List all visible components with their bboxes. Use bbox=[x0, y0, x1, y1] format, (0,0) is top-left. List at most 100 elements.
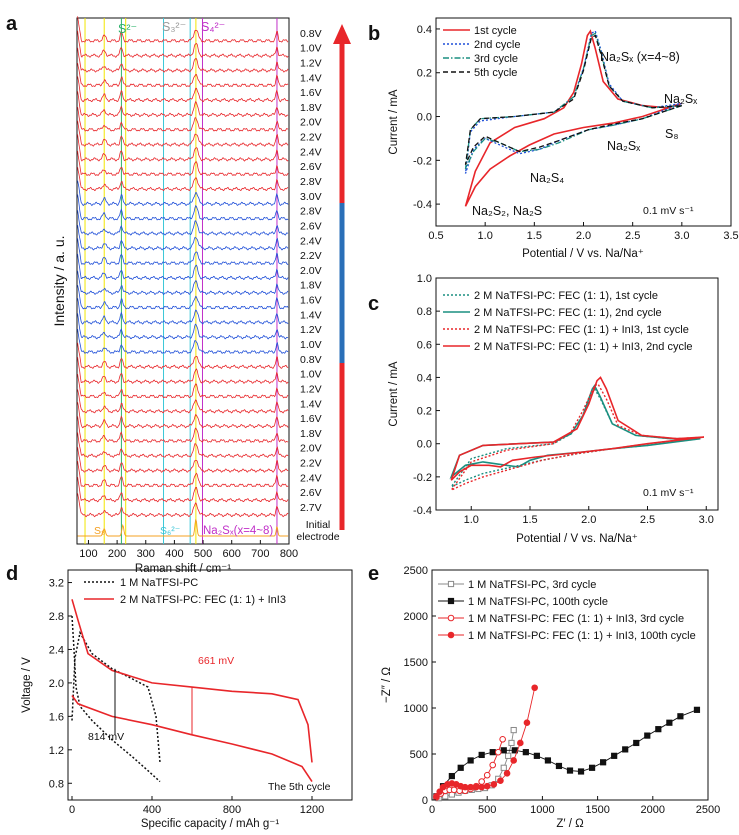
initial-label-2: electrode bbox=[296, 531, 339, 543]
annot-b-s8: S₈ bbox=[665, 127, 679, 141]
panel-c-frame bbox=[435, 277, 719, 511]
voltage-label: 1.4V bbox=[300, 72, 322, 84]
panel-b-curves bbox=[464, 29, 683, 207]
panel-a-xlabel: Raman shift / cm⁻¹ bbox=[135, 563, 231, 575]
legend-label: 2 M NaTFSI-PC: FEC (1: 1) + InI3 bbox=[120, 594, 286, 606]
raman-spectrum bbox=[77, 493, 289, 518]
legend-label: 2 M NaTFSI-PC: FEC (1: 1) + InI3, 1st cy… bbox=[474, 324, 689, 336]
panel-e-xlabel: Z′ / Ω bbox=[556, 818, 584, 830]
panel-d-y-tick-label: 2.0 bbox=[49, 678, 64, 690]
raman-spectrum bbox=[77, 253, 289, 281]
nyquist-point bbox=[457, 764, 464, 771]
panel-c-x-tick-label: 3.0 bbox=[699, 514, 714, 526]
panel-a-raman: 100 200 300 400 500 600 700 800 0.8V 1.0V 1.2V 1.4… bbox=[51, 16, 351, 575]
panel-c-ticks: 1.0 1.5 2.0 2.5 3.0 -0.4 -0.2 0.0 0.2 0.4 0.6 0.8 1.… bbox=[413, 273, 714, 526]
nyquist-point bbox=[644, 732, 651, 739]
voltage-label: 1.2V bbox=[300, 324, 322, 336]
panel-a-voltage-labels: 0.8V 1.0V 1.2V 1.4V 1.6V 1.8V 2.0V 2.2V 2.4V 2.6V… bbox=[300, 28, 322, 514]
voltage-label: 1.4V bbox=[300, 309, 322, 321]
panel-d-x-tick-label: 400 bbox=[143, 804, 161, 816]
voltage-label: 2.4V bbox=[300, 146, 322, 158]
panel-e-frame bbox=[431, 569, 709, 801]
panel-d-y-tick-label: 0.8 bbox=[49, 778, 64, 790]
nyquist-point bbox=[677, 713, 684, 720]
panel-e-x-tick-label: 2000 bbox=[641, 804, 665, 816]
raman-spectrum bbox=[77, 76, 289, 103]
panel-d-ticks: 0 400 800 1200 0.8 1.2 1.6 2.0 2.4 2.8 3.2 bbox=[49, 578, 325, 816]
annot-s8: S₈ bbox=[94, 525, 105, 537]
panel-e-y-tick-label: 0 bbox=[422, 795, 428, 807]
panel-a-x-tick-label: 800 bbox=[280, 548, 298, 560]
nyquist-point bbox=[483, 771, 491, 779]
panel-e-y-tick-label: 2500 bbox=[404, 565, 428, 577]
panel-c-y-tick-label: 0.6 bbox=[417, 339, 432, 351]
panel-d-y-tick-label: 2.4 bbox=[49, 644, 64, 656]
annot-b-na2s4: Na₂S₄ bbox=[530, 171, 564, 185]
panel-e-ylabel: −Z″ / Ω bbox=[381, 667, 393, 703]
panel-c-xlabel: Potential / V vs. Na/Na⁺ bbox=[516, 533, 638, 545]
nyquist-point bbox=[447, 631, 455, 639]
annot-b-na2sx-peak: Na₂Sₓ (x=4~8) bbox=[600, 50, 680, 64]
raman-spectrum bbox=[77, 150, 289, 177]
nyquist-point bbox=[533, 752, 540, 759]
panel-e-x-tick-label: 500 bbox=[478, 804, 496, 816]
voltage-profile-discharge bbox=[71, 695, 313, 783]
panel-c-x-tick-label: 1.5 bbox=[522, 514, 537, 526]
nyquist-point bbox=[611, 752, 618, 759]
panel-c-cv: 1.0 1.5 2.0 2.5 3.0 -0.4 -0.2 0.0 0.2 0.4 0.6 0.8 1.… bbox=[388, 273, 719, 545]
panel-b-x-tick-label: 2.5 bbox=[625, 230, 640, 242]
voltage-label: 2.6V bbox=[300, 161, 322, 173]
panel-a-spectra bbox=[77, 16, 289, 537]
raman-spectrum bbox=[77, 329, 289, 354]
raman-spectrum bbox=[77, 270, 289, 296]
cv-curve bbox=[449, 387, 701, 489]
voltage-label: 1.0V bbox=[300, 369, 322, 381]
annot-c-rate: 0.1 mV s⁻¹ bbox=[643, 487, 694, 499]
panel-c-ylabel: Current / mA bbox=[388, 361, 400, 427]
voltage-label: 1.8V bbox=[300, 280, 322, 292]
raman-spectrum-initial bbox=[77, 519, 289, 537]
panel-d-galvanostatic: 0 400 800 1200 0.8 1.2 1.6 2.0 2.4 2.8 3.2 1 M NaT… bbox=[21, 569, 353, 830]
annot-na2sx: Na₂Sₓ(x=4~8) bbox=[203, 525, 273, 537]
panel-c-y-tick-label: 0.0 bbox=[417, 439, 432, 451]
voltage-label: 2.2V bbox=[300, 250, 322, 262]
panel-e-nyquist: 0 500 1000 1500 2000 2500 0 500 1000 1500 2000 2500… bbox=[381, 565, 720, 830]
nyquist-point bbox=[461, 783, 469, 791]
voltage-label: 0.8V bbox=[300, 28, 322, 40]
voltage-label: 2.8V bbox=[300, 176, 322, 188]
nyquist-point bbox=[505, 752, 512, 759]
nyquist-point bbox=[655, 726, 662, 733]
cv-curve bbox=[464, 34, 683, 165]
nyquist-point bbox=[693, 706, 701, 713]
nyquist-point bbox=[467, 783, 474, 791]
raman-spectrum bbox=[77, 476, 289, 503]
nyquist-point bbox=[531, 684, 538, 692]
legend-label: 2 M NaTFSI-PC: FEC (1: 1), 1st cycle bbox=[474, 290, 658, 302]
panel-a-x-tick-label: 600 bbox=[223, 548, 241, 560]
voltage-label: 1.4V bbox=[300, 398, 322, 410]
raman-spectrum bbox=[77, 342, 289, 369]
panel-b-x-tick-label: 0.5 bbox=[428, 230, 443, 242]
legend-label: 1st cycle bbox=[474, 25, 517, 37]
panel-e-y-tick-label: 1000 bbox=[404, 703, 428, 715]
voltage-label: 1.6V bbox=[300, 413, 322, 425]
raman-spectrum bbox=[77, 91, 289, 118]
panel-d-xlabel: Specific capacity / mAh g⁻¹ bbox=[141, 818, 280, 830]
panel-e-y-tick-label: 2000 bbox=[404, 611, 428, 623]
voltage-label: 2.2V bbox=[300, 458, 322, 470]
panel-b-cv: 0.5 1.0 1.5 2.0 2.5 3.0 3.5 -0.4 -0.2 0.0 0.2 0.4 1… bbox=[388, 17, 739, 260]
panel-label-e: e bbox=[368, 563, 379, 585]
panel-e-points bbox=[433, 684, 701, 802]
panel-a-x-tick-label: 700 bbox=[251, 548, 269, 560]
raman-spectrum bbox=[77, 210, 289, 236]
legend-label: 1 M NaTFSI-PC, 100th cycle bbox=[468, 596, 608, 608]
panel-b-ylabel: Current / mA bbox=[388, 89, 400, 155]
nyquist-point bbox=[483, 782, 491, 790]
legend-label: 1 M NaTFSI-PC: FEC (1: 1) + InI3, 3rd cy… bbox=[468, 613, 684, 625]
legend-label: 5th cycle bbox=[474, 67, 517, 79]
voltage-label: 1.0V bbox=[300, 339, 322, 351]
panel-e-x-tick-label: 2500 bbox=[696, 804, 720, 816]
panel-b-ticks: 0.5 1.0 1.5 2.0 2.5 3.0 3.5 -0.4 -0.2 0.0 0.2 0.4 bbox=[413, 24, 739, 242]
annot-b-na2s2: Na₂S₂, Na₂S bbox=[472, 204, 542, 218]
panel-e-x-tick-label: 0 bbox=[429, 804, 435, 816]
